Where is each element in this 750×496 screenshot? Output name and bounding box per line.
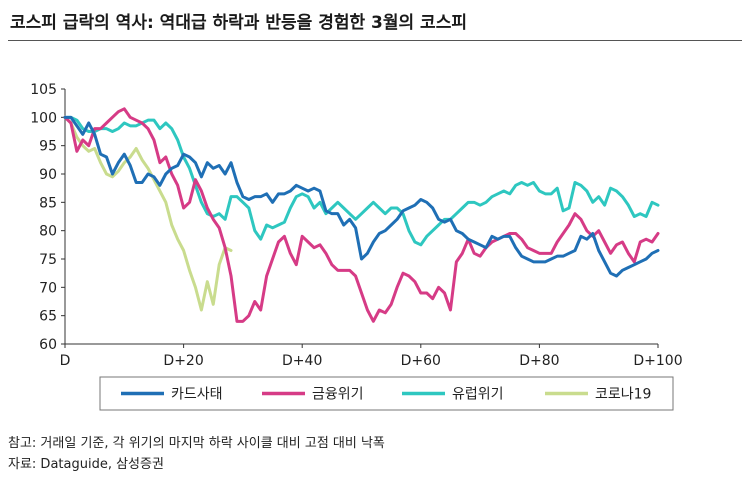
y-tick-label: 105 bbox=[30, 82, 57, 98]
y-tick-label: 80 bbox=[39, 224, 57, 240]
legend-label-1: 카드사태 bbox=[171, 387, 223, 403]
series-line-3 bbox=[63, 115, 660, 247]
x-tick-label: D+20 bbox=[163, 353, 203, 369]
legend-label-4: 코로나19 bbox=[595, 387, 651, 403]
x-axis-ticks: D D+20 D+40 D+60 D+80 D+100 bbox=[60, 344, 683, 369]
y-tick-label: 90 bbox=[39, 167, 57, 183]
chart-title: 코스피 급락의 역사: 역대급 하락과 반등을 경험한 3월의 코스피 bbox=[10, 13, 467, 33]
axes bbox=[64, 89, 658, 345]
x-tick-label: D bbox=[60, 353, 71, 369]
y-tick-label: 95 bbox=[39, 139, 57, 155]
x-tick-label: D+40 bbox=[282, 353, 322, 369]
x-tick-label: D+80 bbox=[519, 353, 559, 369]
y-tick-label: 85 bbox=[39, 195, 57, 211]
series-line-4 bbox=[63, 115, 233, 312]
series-line-1 bbox=[63, 115, 660, 278]
footnotes: 참고: 거래일 기준, 각 위기의 마지막 하락 사이클 대비 고점 대비 낙폭… bbox=[8, 433, 385, 475]
title-divider bbox=[8, 40, 742, 41]
y-tick-label: 60 bbox=[39, 337, 57, 353]
y-axis-ticks: 60 65 70 75 80 85 90 95 100 105 bbox=[30, 82, 65, 353]
x-tick-label: D+100 bbox=[633, 353, 682, 369]
series-lines bbox=[63, 107, 660, 323]
legend-label-3: 유럽위기 bbox=[452, 387, 504, 403]
y-tick-label: 65 bbox=[39, 309, 57, 325]
legend-label-2: 금융위기 bbox=[312, 387, 364, 403]
line-chart: 60 65 70 75 80 85 90 95 100 105 D D+20 D+40 D+60 D+80… bbox=[30, 82, 683, 411]
series-line-2 bbox=[63, 107, 660, 323]
y-tick-label: 100 bbox=[30, 110, 57, 126]
source-text: 자료: Dataguide, 삼성증권 bbox=[8, 457, 164, 472]
legend: 카드사태 금융위기 유럽위기 코로나19 bbox=[99, 376, 674, 411]
note-text: 참고: 거래일 기준, 각 위기의 마지막 하락 사이클 대비 고점 대비 낙폭 bbox=[8, 436, 385, 451]
y-tick-label: 75 bbox=[39, 252, 57, 268]
x-tick-label: D+60 bbox=[401, 353, 441, 369]
y-tick-label: 70 bbox=[39, 280, 57, 296]
